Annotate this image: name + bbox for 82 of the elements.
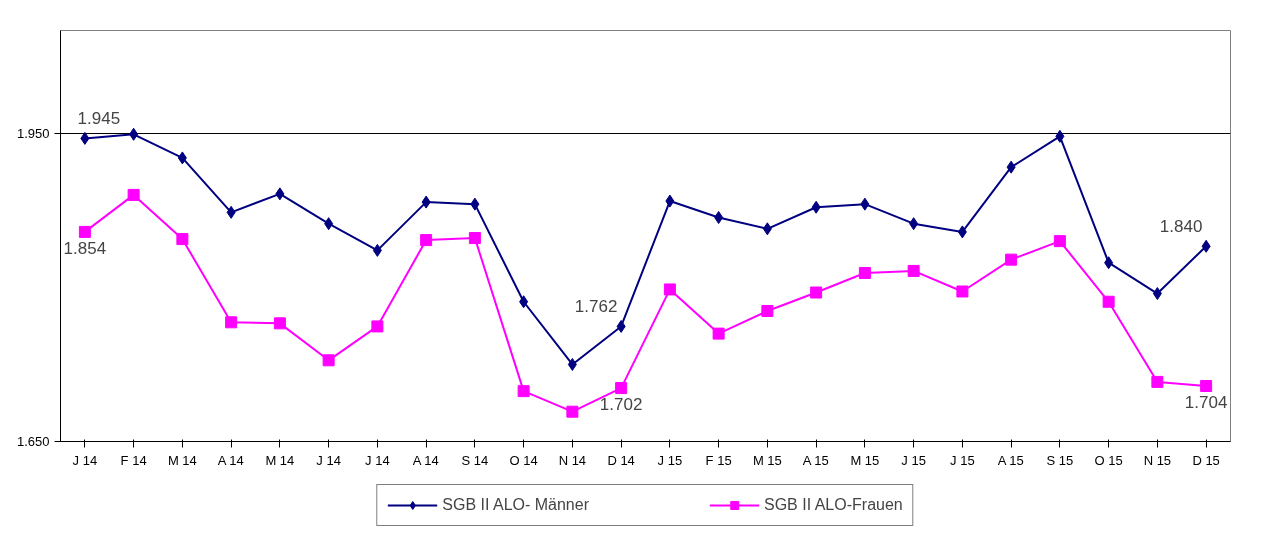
- x-tick-label: N 15: [1143, 452, 1172, 468]
- x-tick-label: J 15: [657, 452, 683, 468]
- point: [80, 131, 90, 145]
- point: [567, 357, 577, 371]
- legend-label: SGB II ALO-Frauen: [764, 496, 903, 514]
- point: [324, 217, 334, 231]
- point: [176, 233, 189, 246]
- point: [1006, 160, 1016, 174]
- legend-label: SGB II ALO- Männer: [442, 496, 589, 514]
- x-tick-label: J 14: [316, 452, 341, 468]
- point: [1055, 129, 1065, 143]
- point: [616, 319, 626, 333]
- x-tick-label: F 14: [120, 452, 147, 468]
- x-tick-label: F 15: [705, 452, 732, 468]
- x-tick-label: J 14: [365, 452, 390, 468]
- x-tick-label: M 14: [167, 452, 197, 468]
- data-label: 1.840: [1159, 217, 1203, 237]
- point: [858, 266, 871, 279]
- point: [957, 225, 967, 239]
- x-tick-label: M 15: [752, 452, 782, 468]
- y-tick-label: 1.950: [16, 125, 50, 141]
- y-tick-label: 1.650: [16, 434, 50, 449]
- point: [322, 354, 335, 367]
- x-tick-label: S 15: [1046, 452, 1074, 468]
- data-label: 1.854: [63, 238, 107, 258]
- data-label: 1.702: [599, 395, 643, 415]
- point: [956, 285, 969, 298]
- x-tick-label: O 14: [509, 452, 538, 468]
- point: [420, 234, 433, 247]
- x-tick-label: J 15: [950, 452, 975, 468]
- point: [372, 243, 382, 257]
- x-tick-label: A 14: [412, 452, 439, 468]
- point: [275, 187, 285, 201]
- x-tick-label: D 14: [607, 452, 635, 468]
- point: [663, 283, 676, 296]
- point: [421, 195, 431, 209]
- point: [468, 232, 481, 245]
- point: [129, 127, 139, 141]
- point: [177, 151, 187, 165]
- point: [615, 382, 628, 395]
- x-tick-label: D 15: [1192, 452, 1220, 468]
- point: [519, 295, 529, 309]
- point: [1200, 380, 1213, 393]
- point: [810, 286, 823, 299]
- x-tick-label: M 14: [265, 452, 295, 468]
- point: [860, 197, 870, 211]
- x-tick-label: J 15: [901, 452, 926, 468]
- point: [762, 222, 772, 236]
- point: [811, 200, 821, 214]
- point: [566, 405, 579, 418]
- x-tick-label: M 15: [850, 452, 880, 468]
- x-tick-label: N 14: [558, 452, 587, 468]
- x-tick-label: A 14: [217, 452, 244, 468]
- point: [1053, 235, 1066, 248]
- point: [371, 320, 384, 333]
- x-tick-label: S 14: [461, 452, 489, 468]
- point: [907, 264, 920, 277]
- point: [1005, 253, 1018, 266]
- point: [1104, 256, 1114, 270]
- point: [761, 305, 774, 318]
- point: [1201, 239, 1211, 253]
- data-label: 1.762: [574, 297, 618, 317]
- x-tick-label: A 15: [997, 452, 1024, 468]
- point: [470, 197, 480, 211]
- point: [1102, 295, 1115, 308]
- point: [273, 317, 286, 330]
- data-label: 1.945: [77, 109, 121, 129]
- point: [665, 194, 675, 208]
- point: [1151, 375, 1164, 388]
- point: [1152, 287, 1162, 301]
- data-label: 1.704: [1184, 393, 1228, 413]
- point: [712, 327, 725, 340]
- point: [909, 217, 919, 231]
- point: [127, 188, 140, 201]
- point: [714, 211, 724, 225]
- point: [517, 385, 530, 398]
- x-tick-label: J 14: [72, 452, 98, 468]
- point: [225, 316, 238, 329]
- x-tick-label: O 15: [1094, 452, 1123, 468]
- point: [78, 225, 91, 238]
- x-tick-label: A 15: [802, 452, 829, 468]
- point: [226, 205, 236, 219]
